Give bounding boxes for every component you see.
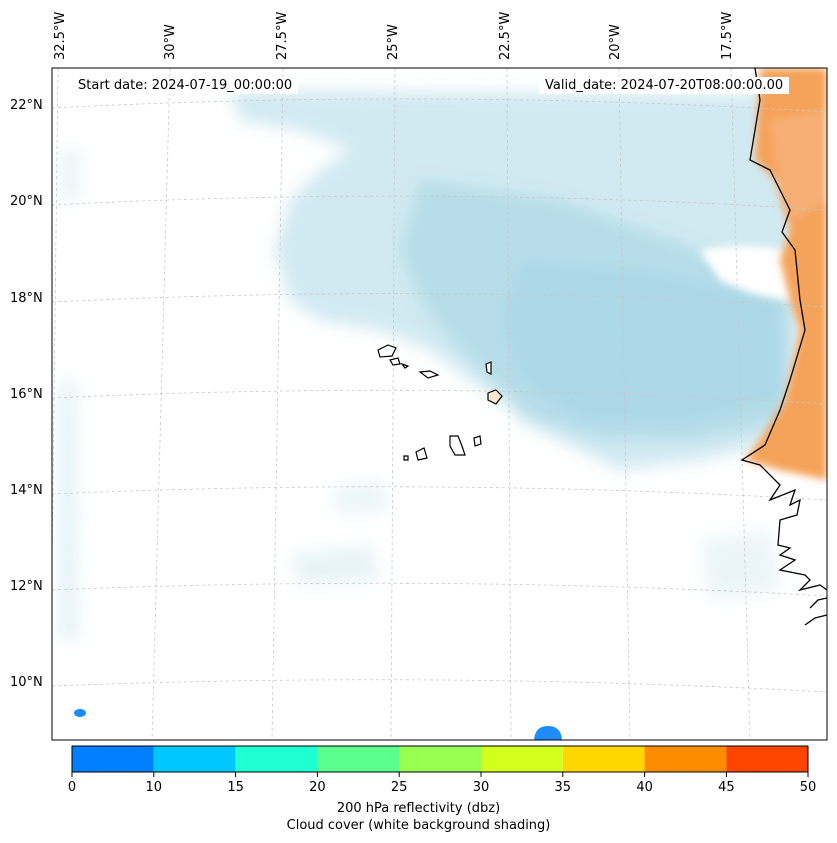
valid-date-label: Valid_date: 2024-07-20T08:00:00.00 <box>539 77 790 94</box>
coastline <box>740 68 827 626</box>
lat-label-12n: 12°N <box>10 579 43 594</box>
colorbar-tick-35: 35 <box>554 780 572 795</box>
colorbar <box>71 745 809 777</box>
colorbar-tick-0: 0 <box>67 780 77 795</box>
lat-label-10n: 10°N <box>10 675 43 690</box>
colorbar-tick-30: 30 <box>472 780 490 795</box>
lon-label-27-5w: 27.5°W <box>275 11 290 60</box>
colorbar-segment-30-35 <box>481 746 563 772</box>
lat-label-14n: 14°N <box>10 483 43 498</box>
cape-verde-islands <box>377 344 503 461</box>
lon-label-22-5w: 22.5°W <box>498 11 513 60</box>
colorbar-tick-20: 20 <box>309 780 326 795</box>
colorbar-segment-20-25 <box>317 746 400 772</box>
colorbar-tick-15: 15 <box>227 780 244 795</box>
colorbar-tick-25: 25 <box>390 780 408 795</box>
lat-label-18n: 18°N <box>10 291 43 306</box>
lat-label-22n: 22°N <box>10 98 43 113</box>
map-frame <box>51 67 828 741</box>
lon-label-32-5w: 32.5°W <box>53 11 68 60</box>
cloud-cover-shading <box>60 90 800 640</box>
graticule <box>52 68 827 740</box>
start-date-label: Start date: 2024-07-19_00:00:00 <box>72 77 299 94</box>
clear-sky-patch <box>700 246 800 300</box>
colorbar-label: 200 hPa reflectivity (dbz) <box>336 801 501 816</box>
lon-label-25w: 25°W <box>386 24 401 60</box>
colorbar-segment-15-20 <box>235 746 318 772</box>
colorbar-segment-45-50 <box>726 746 808 772</box>
colorbar-segment-25-30 <box>399 746 481 772</box>
colorbar-tick-45: 45 <box>718 780 735 795</box>
lon-label-30w: 30°W <box>163 24 178 60</box>
colorbar-segment-0-10 <box>72 746 154 772</box>
colorbar-segment-10-15 <box>153 746 236 772</box>
lon-label-17-5w: 17.5°W <box>720 11 735 60</box>
lon-label-20w: 20°W <box>608 24 623 60</box>
colorbar-tick-10: 10 <box>145 780 163 795</box>
lat-label-16n: 16°N <box>10 387 43 402</box>
colorbar-frame <box>71 745 809 773</box>
lat-label-20n: 20°N <box>10 194 43 209</box>
colorbar-segment-40-45 <box>644 746 727 772</box>
colorbar-tick-40: 40 <box>636 780 653 795</box>
colorbar-tick-50: 50 <box>799 780 817 795</box>
reflectivity-blob-2 <box>534 726 562 740</box>
reflectivity-shading-land <box>745 68 827 480</box>
reflectivity-blob-1 <box>74 709 86 717</box>
colorbar-sublabel: Cloud cover (white background shading) <box>286 818 551 833</box>
colorbar-segment-35-40 <box>562 746 645 772</box>
